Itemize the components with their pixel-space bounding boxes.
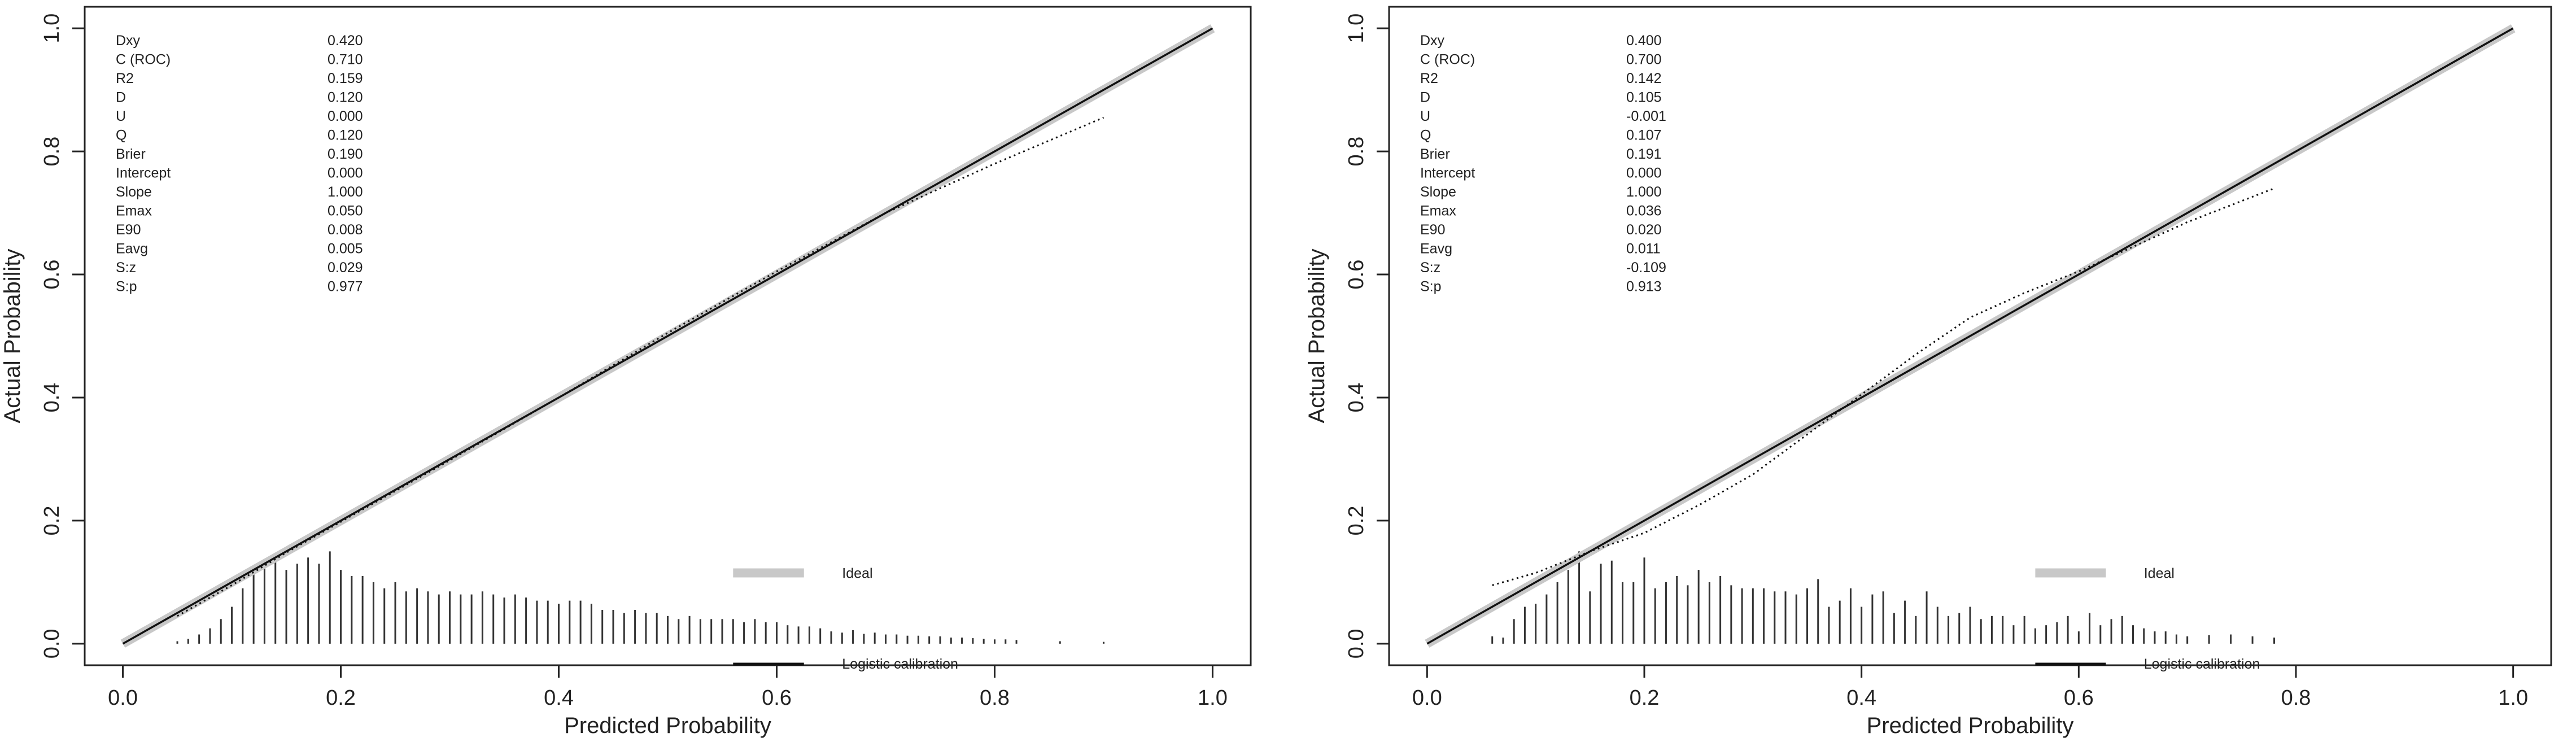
stat-value: 0.400: [1626, 33, 1662, 49]
y-tick-label: 0.4: [1344, 383, 1368, 413]
stat-name: S:p: [1420, 279, 1442, 295]
stat-name: R2: [116, 71, 134, 86]
x-tick-label: 0.2: [1630, 686, 1660, 710]
y-tick-label: 0.0: [1344, 629, 1368, 658]
stat-value: 0.191: [1626, 146, 1662, 162]
stat-value: 0.000: [1626, 165, 1662, 181]
stat-name: E90: [1420, 222, 1445, 238]
y-axis-label: Actual Probability: [1304, 248, 1329, 423]
nonparametric-curve: [177, 116, 1104, 617]
right-calibration-plot-svg: 0.0 0.2 0.4 0.6 0.8 1.0 0.0 0.2 0.4 0.6 0.8 1.0 Pred…: [1304, 6, 2552, 738]
stat-value: 0.107: [1626, 128, 1662, 143]
stat-name: Eavg: [1420, 241, 1452, 257]
stat-value: 0.913: [1626, 279, 1662, 295]
stat-value: 0.020: [1626, 222, 1662, 238]
stat-value: 0.159: [328, 71, 363, 86]
stat-name: E90: [116, 222, 141, 238]
left-calibration-plot-svg: 0.0 0.2 0.4 0.6 0.8 1.0 0.0 0.2 0.4 0.6 0.8 1.0 Pred…: [0, 6, 1252, 738]
y-tick-label: 0.8: [1344, 137, 1368, 167]
stat-name: Q: [116, 128, 126, 143]
x-tick-label: 0.2: [326, 686, 356, 710]
stat-name: Slope: [1420, 184, 1456, 200]
stat-value: 0.120: [328, 90, 363, 106]
x-tick-label: 0.0: [1412, 686, 1442, 710]
left-calibration-chart: 0.0 0.2 0.4 0.6 0.8 1.0 0.0 0.2 0.4 0.6 0.8 1.0 Pred…: [0, 6, 1252, 738]
stat-name: Slope: [116, 184, 152, 200]
plot-frame: [1388, 6, 2552, 666]
stat-name: Q: [1420, 128, 1431, 143]
stat-name: Emax: [1420, 203, 1456, 219]
stat-name: S:p: [116, 279, 137, 295]
stat-value: 0.977: [328, 279, 363, 295]
stat-name: C (ROC): [116, 52, 171, 68]
stat-name: U: [1420, 108, 1430, 124]
stat-name: Brier: [116, 146, 146, 162]
stat-value: -0.109: [1626, 260, 1666, 276]
y-tick-label: 0.0: [40, 629, 64, 658]
x-tick-label: 0.6: [2064, 686, 2094, 710]
stat-value: 0.105: [1626, 90, 1662, 106]
y-tick-label: 0.2: [1344, 506, 1368, 536]
stat-name: Intercept: [116, 165, 171, 181]
stat-value: 1.000: [1626, 184, 1662, 200]
x-axis-label: Predicted Probability: [564, 713, 771, 738]
stat-name: Emax: [116, 203, 152, 219]
stat-value: 0.036: [1626, 203, 1662, 219]
stat-value: 0.142: [1626, 71, 1662, 86]
x-tick-label: 0.0: [108, 686, 138, 710]
legend-logistic-label: Logistic calibration: [842, 656, 958, 672]
stat-name: R2: [1420, 71, 1438, 86]
plot-frame: [84, 6, 1252, 666]
stat-name: U: [116, 108, 126, 124]
x-axis-label: Predicted Probability: [1867, 713, 2074, 738]
stat-name: Dxy: [1420, 33, 1445, 49]
stat-name: S:z: [116, 260, 136, 276]
legend-ideal-label: Ideal: [2144, 566, 2175, 582]
right-calibration-chart: 0.0 0.2 0.4 0.6 0.8 1.0 0.0 0.2 0.4 0.6 0.8 1.0 Pred…: [1293, 0, 2576, 746]
stat-value: 0.050: [328, 203, 363, 219]
stat-name: D: [1420, 90, 1430, 106]
stat-value: 0.000: [328, 108, 363, 124]
stat-value: 0.008: [328, 222, 363, 238]
stat-name: Brier: [1420, 146, 1450, 162]
stat-name: S:z: [1420, 260, 1440, 276]
x-tick-label: 0.4: [1846, 686, 1876, 710]
stat-value: -0.001: [1626, 108, 1666, 124]
y-tick-label: 1.0: [40, 14, 64, 43]
y-tick-label: 0.8: [40, 137, 64, 167]
y-tick-label: 0.6: [1344, 260, 1368, 290]
x-tick-label: 0.8: [2281, 686, 2311, 710]
stat-name: Eavg: [116, 241, 148, 257]
x-tick-label: 1.0: [1198, 686, 1228, 710]
legend-ideal-label: Ideal: [842, 566, 872, 582]
nonparametric-curve: [1492, 187, 2275, 586]
stat-name: Intercept: [1420, 165, 1475, 181]
logistic-calibration-line: [1426, 27, 2514, 645]
y-tick-label: 0.2: [40, 506, 64, 536]
stat-name: D: [116, 90, 126, 106]
legend-logistic-label: Logistic calibration: [2144, 656, 2260, 672]
stat-value: 0.420: [328, 33, 363, 49]
stat-name: C (ROC): [1420, 52, 1475, 68]
stat-value: 1.000: [328, 184, 363, 200]
stat-value: 0.029: [328, 260, 363, 276]
x-tick-label: 0.4: [544, 686, 574, 710]
y-axis-label: Actual Probability: [0, 248, 25, 423]
logistic-calibration-line: [122, 27, 1213, 645]
x-tick-label: 0.6: [762, 686, 792, 710]
stat-value: 0.700: [1626, 52, 1662, 68]
y-tick-label: 0.6: [40, 260, 64, 290]
y-tick-label: 0.4: [40, 383, 64, 413]
x-tick-label: 0.8: [980, 686, 1010, 710]
stat-value: 0.190: [328, 146, 363, 162]
stat-value: 0.710: [328, 52, 363, 68]
x-tick-label: 1.0: [2498, 686, 2528, 710]
stat-value: 0.005: [328, 241, 363, 257]
stat-name: Dxy: [116, 33, 141, 49]
stat-value: 0.120: [328, 128, 363, 143]
stat-value: 0.011: [1626, 241, 1661, 257]
y-tick-label: 1.0: [1344, 14, 1368, 43]
stat-value: 0.000: [328, 165, 363, 181]
